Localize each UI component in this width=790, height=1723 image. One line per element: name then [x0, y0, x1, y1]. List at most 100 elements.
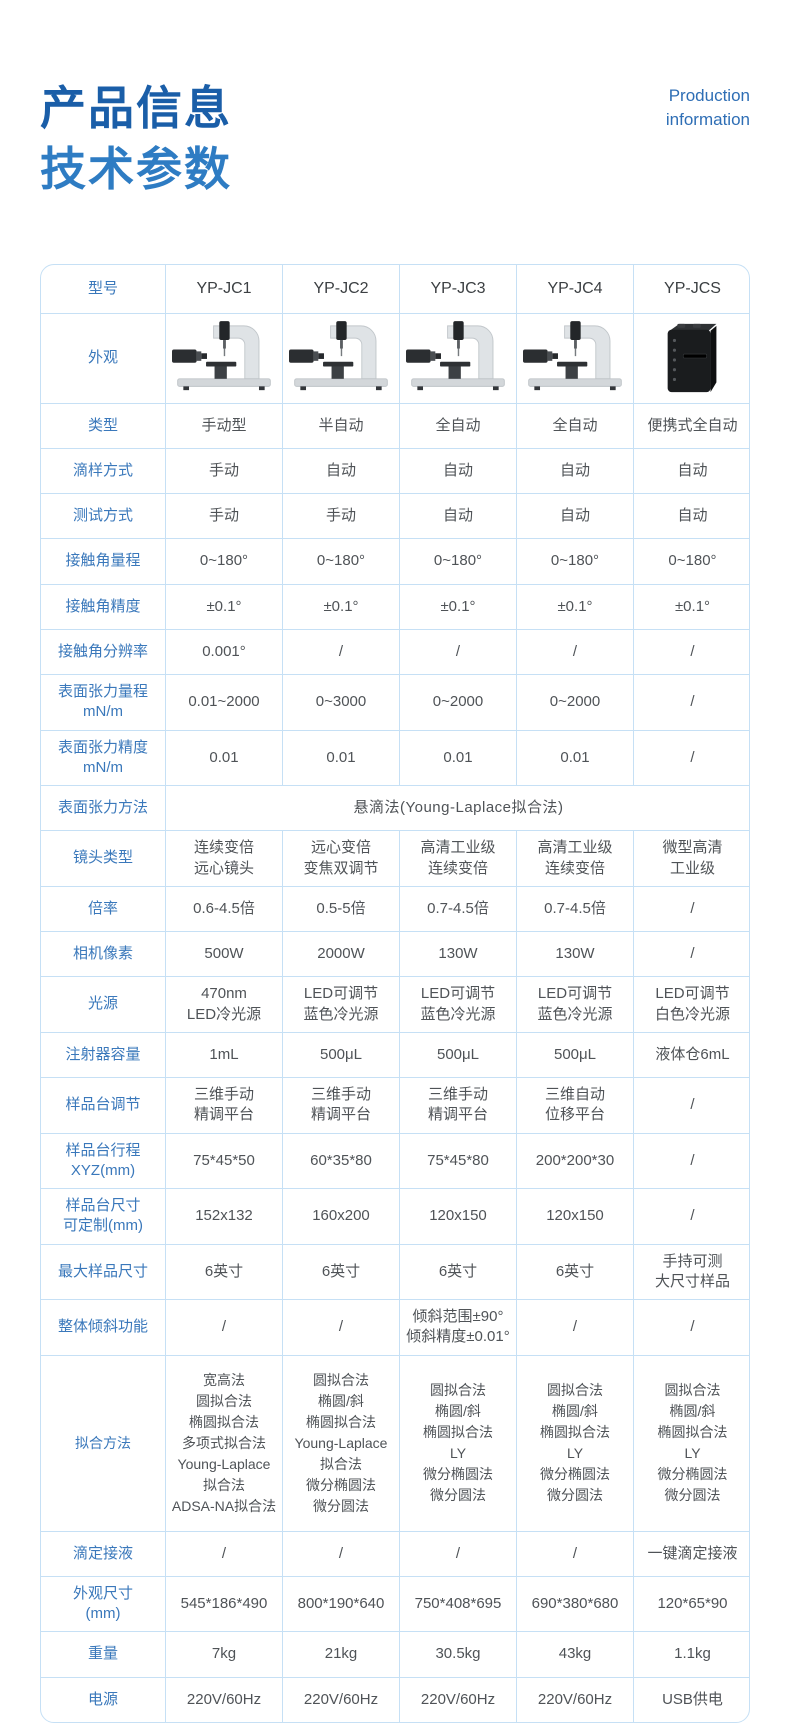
page-title-line2: 技术参数: [40, 142, 232, 195]
row-value: 0~180°: [399, 538, 516, 584]
row-value: 0~180°: [516, 538, 633, 584]
row-value: /: [165, 1299, 282, 1355]
table-row: 倍率 0.6-4.5倍 0.5-5倍 0.7-4.5倍 0.7-4.5倍 /: [41, 885, 749, 932]
row-label: 外观: [41, 312, 165, 403]
row-value: 圆拟合法 椭圆/斜 椭圆拟合法 LY 微分椭圆法 微分圆法: [399, 1354, 516, 1531]
goniometer-instrument-image: [406, 321, 505, 391]
row-value: 60*35*80: [282, 1132, 399, 1189]
row-value: 0~2000: [399, 674, 516, 730]
row-value: 0~2000: [516, 674, 633, 730]
table-row: 光源 470nm LED冷光源 LED可调节 蓝色冷光源 LED可调节 蓝色冷光源 LE…: [41, 976, 749, 1032]
row-value: /: [516, 1530, 633, 1576]
row-value: LED可调节 白色冷光源: [633, 976, 749, 1032]
row-value: 自动: [399, 493, 516, 539]
table-row: 样品台尺寸 可定制(mm) 152x132 160x200 120x150 120x15…: [41, 1188, 749, 1244]
row-value: LED可调节 蓝色冷光源: [516, 976, 633, 1032]
row-value: /: [633, 1299, 749, 1355]
row-value: 自动: [633, 447, 749, 494]
row-label: 整体倾斜功能: [41, 1299, 165, 1355]
row-value: 全自动: [516, 402, 633, 448]
spec-table-container: 型号 YP-JC1 YP-JC2 YP-JC3 YP-JC4 YP-JCS 外观 类型 手动型半…: [40, 264, 750, 1723]
row-value: 2000W: [282, 931, 399, 977]
product-image-cell: [399, 312, 516, 403]
row-value: 手动: [165, 447, 282, 494]
row-value: 120*65*90: [633, 1575, 749, 1632]
row-value: 自动: [516, 493, 633, 539]
row-value: 高清工业级 连续变倍: [399, 830, 516, 886]
table-row: 接触角精度 ±0.1° ±0.1° ±0.1° ±0.1° ±0.1°: [41, 583, 749, 629]
model-name: YP-JC1: [165, 265, 282, 313]
row-value: 0.7-4.5倍: [399, 885, 516, 932]
row-value: /: [633, 674, 749, 730]
table-row: 最大样品尺寸 6英寸 6英寸 6英寸 6英寸 手持可测 大尺寸样品: [41, 1243, 749, 1300]
row-value: ±0.1°: [282, 583, 399, 629]
row-value: /: [633, 1188, 749, 1244]
row-label: 拟合方法: [41, 1354, 165, 1531]
row-value: 0.7-4.5倍: [516, 885, 633, 932]
row-value: 0.001°: [165, 628, 282, 675]
row-label: 最大样品尺寸: [41, 1243, 165, 1300]
row-label: 表面张力量程 mN/m: [41, 674, 165, 730]
row-label: 样品台行程 XYZ(mm): [41, 1132, 165, 1189]
row-value: 0~180°: [282, 538, 399, 584]
subtitle-line2: information: [665, 109, 750, 129]
row-value: /: [633, 1077, 749, 1133]
row-value: 0~3000: [282, 674, 399, 730]
row-label: 类型: [41, 402, 165, 448]
row-value: 220V/60Hz: [282, 1676, 399, 1722]
row-label: 测试方式: [41, 493, 165, 538]
row-value: 0.01: [165, 729, 282, 786]
row-value: 圆拟合法 椭圆/斜 椭圆拟合法 LY 微分椭圆法 微分圆法: [516, 1354, 633, 1531]
row-value: 75*45*50: [165, 1132, 282, 1189]
row-label: 滴样方式: [41, 447, 165, 493]
row-value: 三维手动 精调平台: [165, 1077, 282, 1133]
row-value: /: [165, 1530, 282, 1576]
row-value: USB供电: [633, 1676, 749, 1722]
table-row: 表面张力精度 mN/m 0.01 0.01 0.01 0.01/: [41, 729, 749, 786]
page-header: 产品信息 技术参数 Production information: [0, 0, 790, 200]
spec-table: 型号 YP-JC1 YP-JC2 YP-JC3 YP-JC4 YP-JCS 外观 类型 手动型半…: [41, 265, 749, 1722]
page-subtitle: Production information: [666, 84, 750, 132]
row-value: 500μL: [516, 1031, 633, 1078]
goniometer-instrument-image: [289, 321, 388, 391]
model-name: YP-JC2: [282, 265, 399, 313]
row-value: /: [282, 1530, 399, 1576]
row-label: 型号: [87, 279, 118, 297]
row-value: 远心变倍 变焦双调节: [282, 830, 399, 886]
row-value: 液体仓6mL: [633, 1031, 749, 1078]
row-value: 三维自动 位移平台: [516, 1077, 633, 1133]
row-label: 镜头类型: [41, 830, 165, 886]
model-name: YP-JCS: [633, 265, 749, 313]
row-value: /: [633, 885, 749, 932]
row-value: 6英寸: [165, 1243, 282, 1300]
row-value: /: [282, 628, 399, 675]
row-value: 半自动: [282, 402, 399, 448]
row-value: 全自动: [399, 402, 516, 448]
row-value: 0.01: [516, 729, 633, 786]
row-value: 圆拟合法 椭圆/斜 椭圆拟合法 Young-Laplace 拟合法 微分椭圆法 …: [282, 1354, 399, 1531]
row-label: 接触角精度: [41, 583, 165, 629]
row-label: 样品台调节: [41, 1077, 165, 1133]
table-row: 电源 220V/60Hz 220V/60Hz 220V/60Hz 220V/60Hz US…: [41, 1676, 749, 1722]
goniometer-instrument-image: [523, 321, 622, 391]
row-value: 800*190*640: [282, 1575, 399, 1632]
row-value: 自动: [516, 447, 633, 494]
row-value: 220V/60Hz: [165, 1676, 282, 1722]
row-value: /: [633, 931, 749, 977]
table-row: 重量 7kg 21kg 30.5kg 43kg 1.1kg: [41, 1631, 749, 1677]
row-label: 样品台尺寸 可定制(mm): [41, 1188, 165, 1244]
row-value: 一键滴定接液: [633, 1530, 749, 1576]
portable-box-instrument-image: [667, 323, 716, 393]
model-name: YP-JC3: [399, 265, 516, 313]
row-value: /: [399, 1530, 516, 1576]
row-value: 220V/60Hz: [399, 1676, 516, 1722]
row-value: 0~180°: [165, 538, 282, 584]
appearance-row: 外观: [41, 312, 749, 403]
row-value: 130W: [516, 931, 633, 977]
row-value: 6英寸: [282, 1243, 399, 1300]
table-header-row: 型号 YP-JC1 YP-JC2 YP-JC3 YP-JC4 YP-JCS: [41, 265, 749, 313]
row-value: 152x132: [165, 1188, 282, 1244]
row-value: /: [633, 1132, 749, 1189]
table-row: 滴定接液 / / / / 一键滴定接液: [41, 1530, 749, 1576]
